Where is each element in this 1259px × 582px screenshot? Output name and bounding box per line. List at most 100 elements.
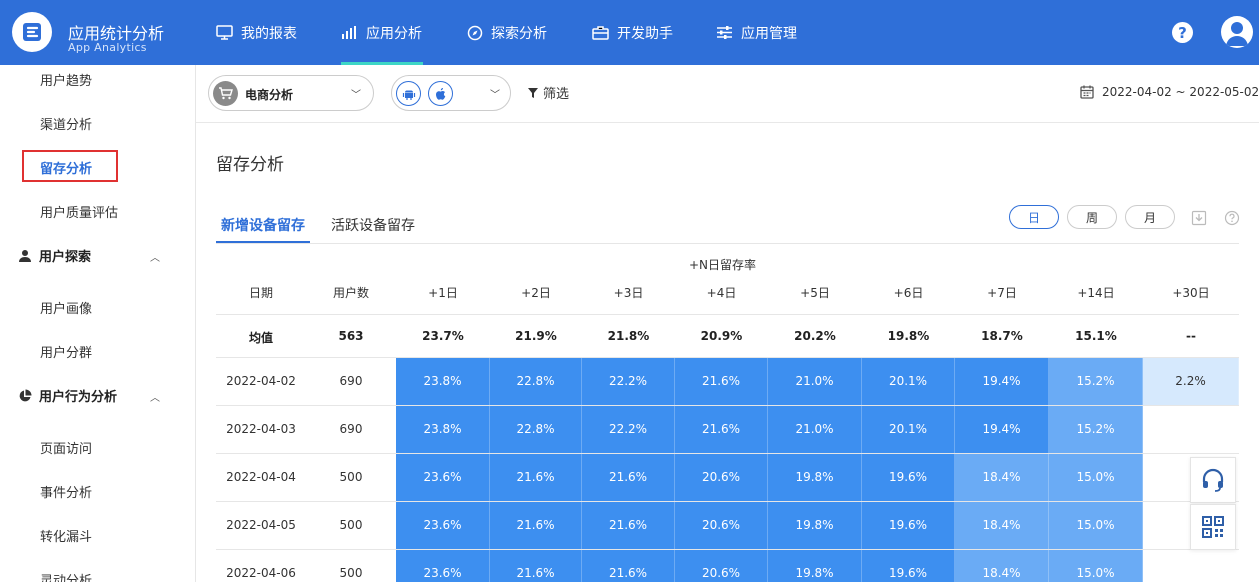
table-average-cell: 20.9% — [700, 329, 743, 343]
table-column-header: 用户数 — [332, 286, 369, 300]
sidebar-group-label: 用户探索 — [39, 250, 92, 265]
sidebar-group-user-explore[interactable]: 用户探索 — [18, 246, 91, 265]
user-count-cell: 500 — [339, 566, 363, 580]
user-icon — [19, 249, 31, 262]
retention-rate-cell: 22.8% — [490, 406, 582, 453]
table-row[interactable]: 2022-04-05 500 23.6% 21.6% 21.6% 20.6% 19.8% 19… — [216, 502, 1239, 550]
question-icon[interactable] — [1224, 210, 1240, 226]
table-column-header: +4日 — [706, 286, 737, 300]
sidebar-item-conversion-funnel[interactable]: 转化漏斗 — [40, 530, 93, 545]
sidebar-item-event-analysis[interactable]: 事件分析 — [40, 486, 93, 501]
retention-rate-cell: 20.1% — [862, 358, 955, 405]
sidebar: 用户趋势 渠道分析 留存分析 用户质量评估 用户探索 ︿ 用户画像 用户分群 用… — [0, 65, 196, 582]
sidebar-item-flexible-analysis[interactable]: 灵动分析 — [40, 574, 93, 582]
sidebar-item-user-segment[interactable]: 用户分群 — [40, 346, 93, 361]
android-icon[interactable] — [396, 81, 421, 106]
user-count-cell: 690 — [339, 374, 363, 388]
sidebar-item-user-quality[interactable]: 用户质量评估 — [40, 206, 119, 221]
table-column-header: 日期 — [248, 286, 273, 300]
toolbox-icon — [592, 26, 609, 40]
top-navigation-bar: 应用统计分析 App Analytics 我的报表 应用分析 探索分析 开发助手… — [0, 0, 1259, 65]
retention-rate-cell: 20.6% — [675, 550, 768, 582]
retention-rate-cell: 19.4% — [955, 358, 1049, 405]
retention-rate-cell: 19.6% — [862, 454, 955, 501]
tab-new-device-retention[interactable]: 新增设备留存 — [221, 218, 305, 234]
bar-chart-icon — [342, 26, 356, 39]
sidebar-item-page-visits[interactable]: 页面访问 — [40, 442, 93, 457]
empty-cell — [1143, 406, 1239, 453]
table-row[interactable]: 2022-04-03 690 23.8% 22.8% 22.2% 21.6% 21.0% 20… — [216, 406, 1239, 454]
highlight-box — [22, 150, 118, 182]
date-range-picker[interactable]: 2022-04-02 ~ 2022-05-02 ﹀ — [1080, 85, 1259, 99]
filter-button[interactable]: 筛选 — [528, 83, 569, 102]
nav-label: 应用分析 — [366, 25, 422, 42]
app-logo[interactable] — [12, 12, 52, 52]
sidebar-item-user-portrait[interactable]: 用户画像 — [40, 302, 93, 317]
granularity-month-button[interactable]: 月 — [1125, 205, 1175, 229]
user-count-cell: 500 — [339, 518, 363, 532]
granularity-day-button[interactable]: 日 — [1009, 205, 1059, 229]
user-count-cell: 690 — [339, 422, 363, 436]
sidebar-item-user-trend[interactable]: 用户趋势 — [40, 74, 93, 89]
user-count-cell: 500 — [339, 470, 363, 484]
table-column-header: +7日 — [987, 286, 1017, 300]
chevron-up-icon[interactable]: ︿ — [150, 253, 160, 264]
retention-rate-cell: 15.0% — [1049, 502, 1143, 549]
retention-rate-cell: 19.4% — [955, 406, 1049, 453]
table-average-cell: -- — [1186, 329, 1196, 343]
table-column-header: +2日 — [521, 286, 551, 300]
empty-cell — [1143, 550, 1239, 582]
table-row[interactable]: 2022-04-04 500 23.6% 21.6% 21.6% 20.6% 19.8% 19… — [216, 454, 1239, 502]
table-row[interactable]: 2022-04-02 690 23.8% 22.8% 22.2% 21.6% 21.0% 20… — [216, 358, 1239, 406]
retention-rate-cell: 19.8% — [768, 502, 862, 549]
help-icon[interactable]: ? — [1172, 22, 1193, 43]
nav-dev-assistant[interactable]: 开发助手 — [592, 0, 673, 65]
granularity-week-button[interactable]: 周 — [1067, 205, 1117, 229]
nav-app-analysis[interactable]: 应用分析 — [341, 0, 423, 65]
customer-service-button[interactable] — [1190, 457, 1236, 503]
table-average-cell: 均值 — [248, 331, 273, 345]
chevron-down-icon: ﹀ — [490, 90, 500, 101]
logo-icon — [23, 23, 41, 41]
retention-rate-cell: 23.6% — [396, 454, 490, 501]
retention-rate-cell: 15.0% — [1049, 550, 1143, 582]
sidebar-item-channel-analysis[interactable]: 渠道分析 — [40, 118, 93, 133]
sidebar-group-label: 用户行为分析 — [39, 390, 118, 405]
table-group-header: +N日留存率 — [688, 258, 757, 272]
sidebar-item-retention-analysis[interactable]: 留存分析 — [40, 162, 93, 177]
nav-my-reports[interactable]: 我的报表 — [216, 0, 297, 65]
table-average-cell: 18.7% — [981, 329, 1023, 343]
retention-rate-cell: 21.0% — [768, 406, 862, 453]
retention-rate-cell: 22.2% — [582, 358, 675, 405]
compass-icon — [467, 25, 483, 40]
table-average-cell: 15.1% — [1075, 329, 1117, 343]
retention-rate-cell: 22.8% — [490, 358, 582, 405]
retention-rate-cell: 21.6% — [675, 358, 768, 405]
download-icon[interactable] — [1191, 210, 1207, 226]
retention-rate-cell: 18.4% — [955, 502, 1049, 549]
app-title: 应用统计分析 — [68, 24, 165, 43]
tab-active-device-retention[interactable]: 活跃设备留存 — [331, 218, 415, 234]
retention-rate-cell: 19.6% — [862, 550, 955, 582]
nav-explore-analysis[interactable]: 探索分析 — [467, 0, 547, 65]
retention-rate-cell: 23.6% — [396, 502, 490, 549]
table-average-row: 均值 563 23.7% 21.9% 21.8% 20.9% 20.2% 19.8% 18.7%… — [216, 314, 1239, 358]
apple-icon[interactable] — [428, 81, 453, 106]
sidebar-group-user-behavior[interactable]: 用户行为分析 — [18, 386, 117, 405]
user-avatar-icon[interactable] — [1221, 16, 1253, 48]
retention-rate-cell: 15.2% — [1049, 406, 1143, 453]
table-column-header: +6日 — [893, 286, 924, 300]
app-select-dropdown[interactable]: 电商分析 ﹀ — [208, 75, 374, 111]
tabs-divider — [216, 243, 1239, 244]
qr-code-button[interactable] — [1190, 504, 1236, 550]
table-row[interactable]: 2022-04-06 500 23.6% 21.6% 21.6% 20.6% 19.8% 19… — [216, 550, 1239, 582]
table-column-header: +5日 — [800, 286, 830, 300]
filter-bar: 电商分析 ﹀ ﹀ 筛选 2022-04-02 ~ 2022-05-02 ﹀ — [196, 65, 1259, 123]
retention-rate-cell: 21.6% — [582, 502, 675, 549]
platform-select-dropdown[interactable]: ﹀ — [391, 75, 511, 111]
nav-app-management[interactable]: 应用管理 — [716, 0, 797, 65]
nav-label: 开发助手 — [617, 25, 673, 42]
retention-rate-cell: 19.8% — [768, 550, 862, 582]
chevron-up-icon[interactable]: ︿ — [150, 393, 160, 404]
retention-rate-cell: 23.6% — [396, 550, 490, 582]
